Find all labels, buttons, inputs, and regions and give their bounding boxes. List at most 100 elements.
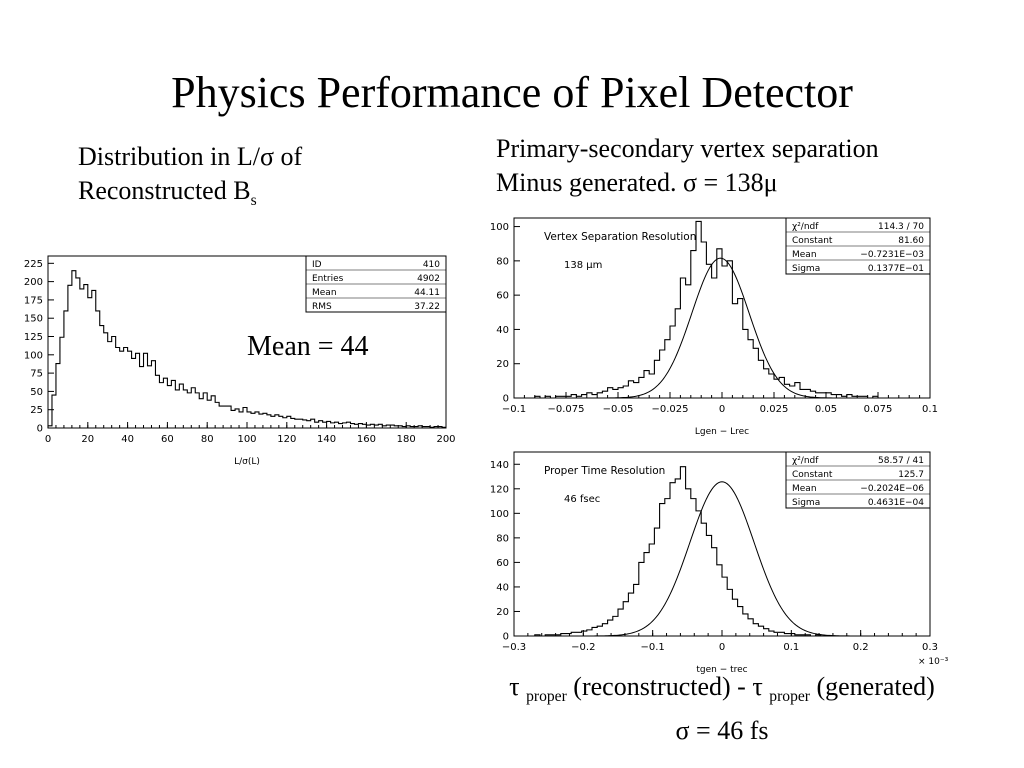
gaussian-fit-curve	[514, 257, 930, 399]
y-tick-label: 225	[24, 259, 43, 270]
stats-value: 37.22	[414, 302, 440, 312]
x-tick-label: 20	[81, 434, 94, 445]
stats-value: −0.7231E−03	[860, 250, 924, 260]
histogram-steps	[514, 220, 930, 399]
bottom-caption-line2: σ = 46 fs	[675, 716, 769, 746]
tau-symbol-2: τ	[752, 672, 763, 701]
y-tick-label: 75	[30, 369, 43, 380]
stats-key: Constant	[792, 470, 833, 480]
plot-title: Vertex Separation Resolution	[544, 231, 696, 243]
x-tick-label: 0.1	[922, 404, 938, 415]
vertex-separation-histogram: −0.1 −0.075 −0.05 −0.025 0 0.025 0.05 0.075 0.1 0…	[490, 217, 938, 437]
y-tick-label: 125	[24, 332, 43, 343]
proper-time-histogram: −0.3 −0.2 −0.1 0 0.1 0.2 0.3 0 20 40 60 80 100 120 140…	[490, 451, 949, 675]
x-tick-label: 100	[237, 434, 256, 445]
x-tick-label: 0.1	[783, 642, 799, 653]
x-tick-label: 0.3	[922, 642, 938, 653]
x-tick-label: −0.2	[571, 642, 595, 653]
x-tick-label: −0.3	[502, 642, 526, 653]
x-tick-label: −0.075	[547, 404, 584, 415]
y-tick-label: 120	[490, 484, 509, 495]
tau-symbol-1: τ	[509, 672, 520, 701]
y-tick-label: 80	[496, 256, 509, 267]
y-tick-label: 50	[30, 387, 43, 398]
x-tick-label: 120	[277, 434, 296, 445]
histogram-steps	[47, 270, 446, 428]
bottom-caption: τ proper (reconstructed) - τ proper (gen…	[420, 670, 1024, 748]
stats-value: 44.11	[414, 288, 440, 298]
x-tick-label: 0	[45, 434, 51, 445]
stats-value: 114.3 / 70	[878, 222, 924, 232]
x-tick-label: 200	[436, 434, 455, 445]
right-caption-line1: Primary-secondary vertex separation	[496, 134, 879, 163]
stats-key: χ²/ndf	[792, 222, 819, 232]
plot-title: Proper Time Resolution	[544, 465, 665, 477]
stats-key: Entries	[312, 274, 344, 284]
x-tick-label: 0.2	[853, 642, 869, 653]
x-tick-label: −0.05	[603, 404, 634, 415]
y-tick-label: 100	[24, 350, 43, 361]
y-tick-label: 100	[490, 222, 509, 233]
y-tick-label: 0	[503, 632, 509, 643]
stats-key: Constant	[792, 236, 833, 246]
stats-key: Sigma	[792, 498, 820, 508]
right-caption: Primary-secondary vertex separation Minu…	[496, 132, 879, 200]
stats-value: 81.60	[898, 236, 924, 246]
x-tick-label: 60	[161, 434, 174, 445]
slide-title: Physics Performance of Pixel Detector	[171, 68, 853, 117]
y-tick-label: 40	[496, 582, 509, 593]
ls-distribution-histogram: 0 20 40 60 80 100 120 140 160 180 200 0 25 50 75 100 125…	[24, 255, 456, 467]
x-tick-label: 160	[357, 434, 376, 445]
stats-key: χ²/ndf	[792, 456, 819, 466]
x-tick-label: −0.025	[651, 404, 688, 415]
proper-sub-2: proper	[769, 688, 810, 706]
stats-key: ID	[312, 260, 322, 270]
stats-key: Mean	[792, 250, 817, 260]
left-caption-text-b: of	[274, 142, 303, 171]
x-tick-label: 0	[719, 404, 725, 415]
left-caption: Distribution in L/σ of Reconstructed Bs	[78, 140, 302, 218]
y-tick-label: 25	[30, 405, 43, 416]
x-tick-label: 0.075	[864, 404, 893, 415]
stats-key: RMS	[312, 302, 332, 312]
y-tick-label: 0	[503, 394, 509, 405]
x-tick-label: 0	[719, 642, 725, 653]
x-tick-label: −0.1	[502, 404, 526, 415]
y-tick-label: 175	[24, 295, 43, 306]
y-tick-label: 140	[490, 460, 509, 471]
left-caption-line2: Reconstructed B	[78, 176, 251, 205]
stats-value: 0.1377E−01	[868, 264, 924, 274]
x-tick-label: 40	[121, 434, 134, 445]
x-axis-label: tgen − trec	[696, 665, 747, 675]
x-tick-label: 180	[397, 434, 416, 445]
y-tick-label: 20	[496, 359, 509, 370]
y-tick-label: 40	[496, 325, 509, 336]
gen-text: (generated)	[809, 672, 935, 701]
y-tick-label: 150	[24, 314, 43, 325]
stats-value: −0.2024E−06	[860, 484, 924, 494]
mean-annotation: Mean = 44	[247, 331, 369, 362]
stats-value: 0.4631E−04	[868, 498, 924, 508]
stats-key: Mean	[312, 288, 337, 298]
x-axis-multiplier: × 10⁻³	[918, 657, 949, 667]
x-tick-label: −0.1	[641, 642, 665, 653]
left-caption-subscript: s	[250, 192, 257, 210]
y-tick-label: 60	[496, 558, 509, 569]
plot-annotation: 46 fsec	[564, 494, 600, 505]
x-tick-label: 80	[201, 434, 214, 445]
stats-key: Mean	[792, 484, 817, 494]
stats-value: 125.7	[898, 470, 924, 480]
right-caption-line2: Minus generated. σ = 138μ	[496, 168, 778, 197]
y-tick-label: 80	[496, 533, 509, 544]
x-tick-label: 0.025	[760, 404, 789, 415]
y-tick-label: 0	[37, 424, 43, 435]
y-tick-label: 60	[496, 291, 509, 302]
y-tick-label: 100	[490, 509, 509, 520]
plot-annotation: 138 μm	[564, 260, 602, 271]
left-caption-text-a: Distribution in L/	[78, 142, 260, 171]
y-tick-label: 20	[496, 607, 509, 618]
x-axis-label: Lgen − Lrec	[695, 427, 749, 437]
stats-value: 410	[423, 260, 440, 270]
proper-sub-1: proper	[526, 688, 567, 706]
x-tick-label: 0.05	[815, 404, 837, 415]
